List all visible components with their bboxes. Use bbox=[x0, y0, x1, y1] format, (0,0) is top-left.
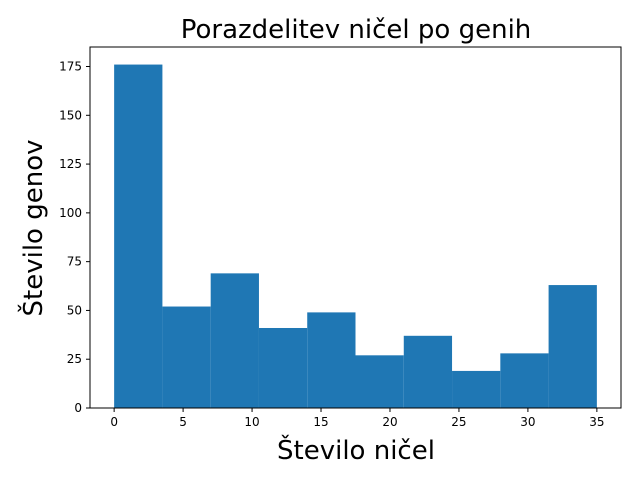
histogram-bar bbox=[548, 285, 597, 408]
histogram-bar bbox=[210, 273, 259, 408]
histogram-bar bbox=[355, 355, 404, 408]
x-axis-label: Število ničel bbox=[277, 434, 435, 466]
plot-frame bbox=[89, 46, 622, 409]
y-tick-label: 150 bbox=[59, 108, 82, 122]
x-tick-label: 35 bbox=[589, 415, 604, 429]
bars-group bbox=[114, 64, 597, 408]
chart-title: Porazdelitev ničel po genih bbox=[181, 15, 532, 45]
x-axis-ticks: 0 5 10 15 20 25 30 35 bbox=[110, 408, 605, 429]
x-tick-label: 30 bbox=[520, 415, 535, 429]
y-tick-label: 75 bbox=[67, 255, 82, 269]
y-axis-label: Število genov bbox=[17, 140, 49, 317]
y-tick-label: 25 bbox=[67, 352, 82, 366]
histogram-bar bbox=[258, 327, 308, 408]
y-tick-label: 50 bbox=[67, 303, 82, 317]
histogram-bar bbox=[452, 370, 501, 408]
histogram-bar bbox=[307, 312, 356, 408]
x-tick-label: 20 bbox=[382, 415, 397, 429]
histogram-bar bbox=[114, 64, 163, 408]
histogram-bar bbox=[500, 353, 549, 408]
x-tick-label: 10 bbox=[244, 415, 259, 429]
x-tick-label: 15 bbox=[313, 415, 328, 429]
y-tick-label: 175 bbox=[59, 60, 82, 74]
histogram-bar bbox=[403, 335, 453, 408]
y-tick-label: 0 bbox=[74, 401, 82, 415]
x-tick-label: 0 bbox=[110, 415, 118, 429]
y-tick-label: 125 bbox=[59, 157, 82, 171]
x-tick-label: 5 bbox=[179, 415, 187, 429]
y-axis-ticks: 0 25 50 75 100 125 150 175 bbox=[59, 60, 90, 415]
y-tick-label: 100 bbox=[59, 206, 82, 220]
histogram-bar bbox=[162, 306, 211, 408]
x-tick-label: 25 bbox=[451, 415, 466, 429]
